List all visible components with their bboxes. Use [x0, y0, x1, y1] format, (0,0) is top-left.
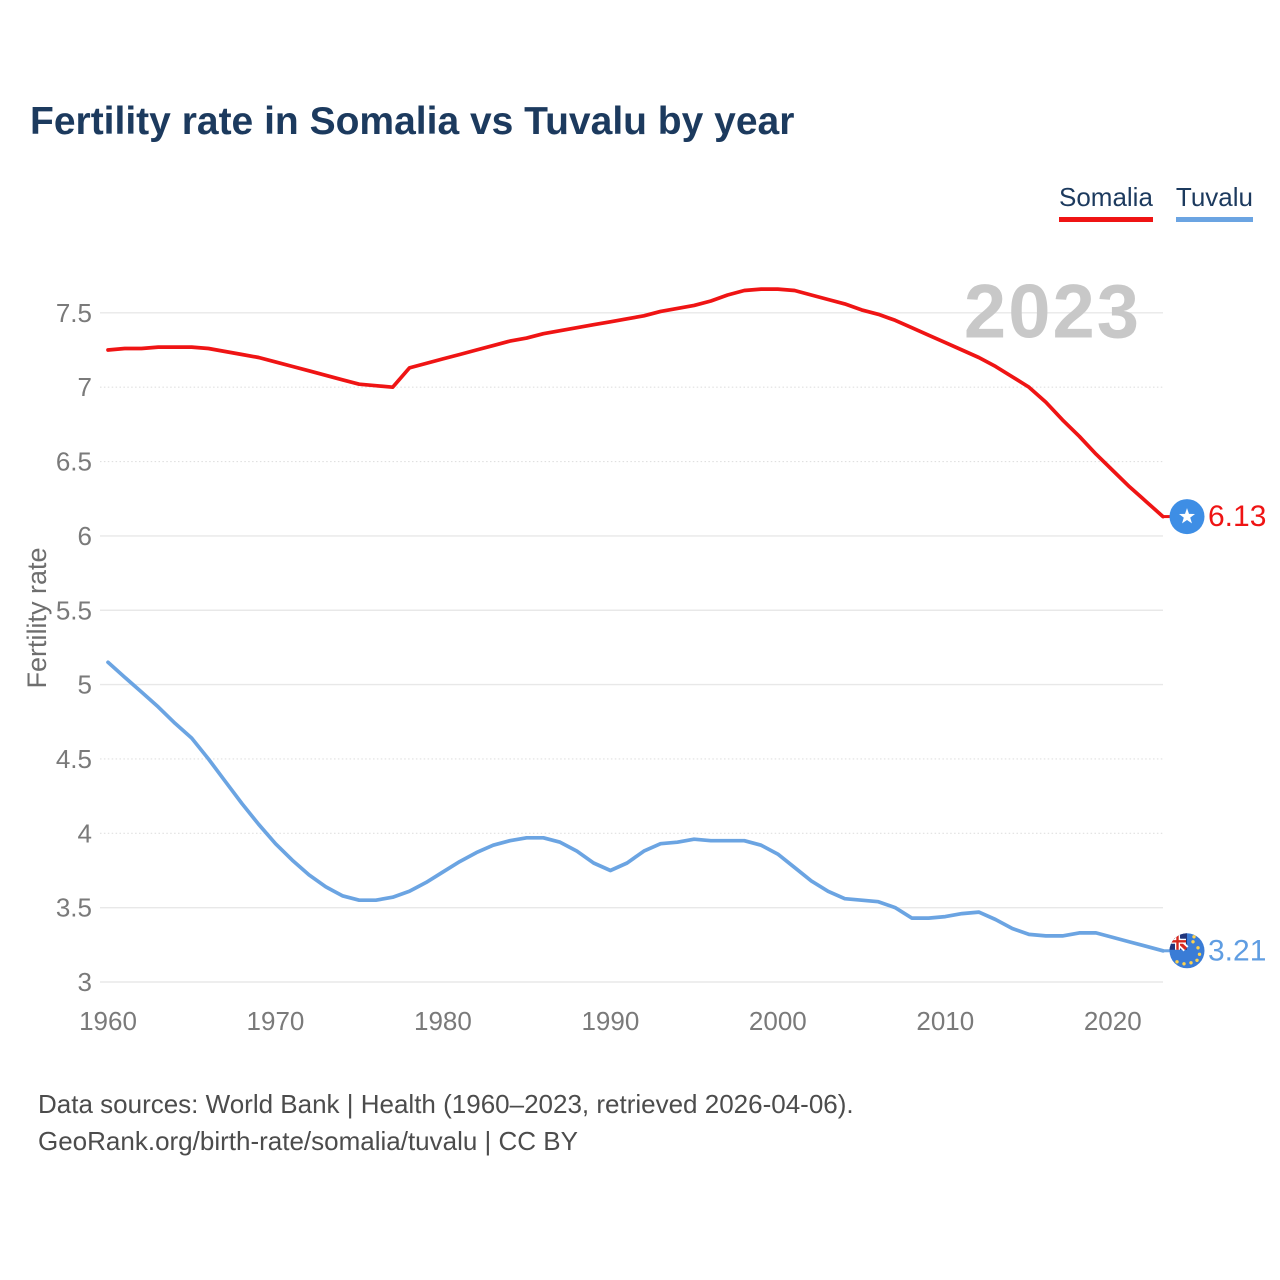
tuvalu-star-7 [1192, 935, 1196, 939]
series-lines [106, 287, 1165, 953]
legend: Somalia Tuvalu [1058, 182, 1253, 222]
attribution-line: GeoRank.org/birth-rate/somalia/tuvalu | … [38, 1126, 578, 1156]
tuvalu-flag-marker [1169, 933, 1205, 969]
tuvalu-star-2 [1197, 952, 1202, 956]
y-tick-6: 6 [78, 521, 92, 551]
legend-item-somalia[interactable]: Somalia [1058, 182, 1153, 222]
y-tick-6.5: 6.5 [56, 447, 92, 477]
y-tick-7.5: 7.5 [56, 298, 92, 328]
tuvalu-flag-art [1169, 933, 1205, 969]
somalia-line [106, 287, 1165, 519]
tuvalu-line [106, 660, 1165, 953]
y-tick-3: 3 [78, 967, 92, 997]
y-tick-4: 4 [78, 818, 92, 848]
y-tick-7: 7 [78, 372, 92, 402]
page-title: Fertility rate in Somalia vs Tuvalu by y… [30, 100, 795, 143]
tuvalu-star-6 [1175, 960, 1179, 964]
legend-tuvalu-label: Tuvalu [1175, 182, 1253, 212]
x-tick-2010: 2010 [916, 1006, 974, 1036]
x-tick-2020: 2020 [1084, 1006, 1142, 1036]
y-tick-4.5: 4.5 [56, 744, 92, 774]
x-tick-1970: 1970 [247, 1006, 305, 1036]
legend-somalia-label: Somalia [1058, 182, 1153, 212]
somalia-flag-marker [1169, 499, 1205, 535]
tuvalu-star-0 [1191, 940, 1195, 944]
legend-item-tuvalu[interactable]: Tuvalu [1175, 182, 1253, 222]
gridlines [100, 312, 1163, 983]
x-tick-2000: 2000 [749, 1006, 807, 1036]
end-markers: 6.13 3.21 [1162, 499, 1266, 969]
source-line: Data sources: World Bank | Health (1960–… [38, 1089, 854, 1119]
somalia-flag-star [1179, 508, 1195, 524]
y-tick-3.5: 3.5 [56, 893, 92, 923]
y-axis-ticks: 3 3.5 4 4.5 5 5.5 6 6.5 7 7.5 [56, 298, 92, 997]
data-source-note: Data sources: World Bank | Health (1960–… [38, 1086, 854, 1160]
tuvalu-end-value: 3.21 [1208, 934, 1266, 967]
y-tick-5.5: 5.5 [56, 595, 92, 625]
x-tick-1990: 1990 [581, 1006, 639, 1036]
x-tick-1980: 1980 [414, 1006, 472, 1036]
x-axis-ticks: 1960 1970 1980 1990 2000 2010 2020 [79, 1006, 1142, 1036]
tuvalu-star-1 [1196, 946, 1200, 950]
somalia-end-value: 6.13 [1208, 500, 1266, 533]
x-tick-1960: 1960 [79, 1006, 137, 1036]
tuvalu-star-5 [1182, 962, 1186, 966]
tuvalu-star-3 [1195, 958, 1199, 962]
watermark-year: 2023 [964, 270, 1141, 355]
y-axis-label: Fertility rate [22, 547, 52, 688]
y-tick-5: 5 [78, 670, 92, 700]
tuvalu-star-4 [1189, 961, 1193, 965]
